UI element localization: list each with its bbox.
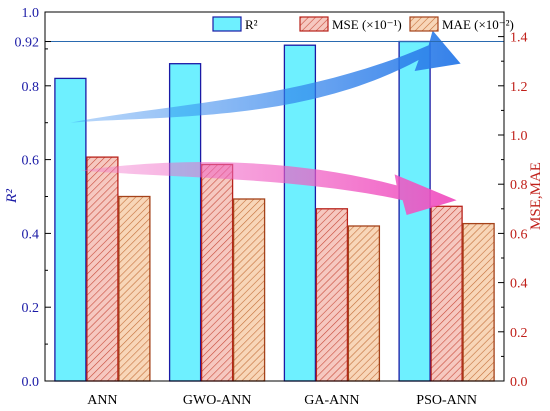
x-axis: ANN GWO-ANN GA-ANN PSO-ANN <box>87 393 477 408</box>
right-tick-label: 1.2 <box>510 80 528 95</box>
left-axis: 0.0 0.2 0.4 0.6 0.8 1.0 0.92 <box>15 6 51 390</box>
bar-mse-ann <box>86 156 119 382</box>
left-tick-label-extra: 0.92 <box>15 36 40 51</box>
trend-arrows <box>70 30 461 215</box>
x-tick-label: GWO-ANN <box>183 393 251 408</box>
bar-mae-ga-ann <box>347 225 381 382</box>
right-tick-label: 0.2 <box>510 326 528 341</box>
bar-mse-ga-ann <box>315 208 349 382</box>
right-tick-label: 0.4 <box>510 277 528 292</box>
left-tick-label: 0.0 <box>22 375 40 390</box>
right-tick-label: 0.8 <box>510 178 528 193</box>
left-tick-label: 0.8 <box>22 80 40 95</box>
bars <box>54 40 495 382</box>
left-axis-title: R² <box>4 189 20 204</box>
left-tick-label: 1.0 <box>22 6 40 21</box>
right-tick-label: 1.0 <box>510 129 528 144</box>
right-tick-label: 0.6 <box>510 227 528 242</box>
bar-mae-gwo-ann <box>232 198 266 382</box>
legend-label: MAE (×10⁻²) <box>442 17 514 32</box>
legend-swatch <box>299 16 329 32</box>
left-tick-label: 0.2 <box>22 301 40 316</box>
right-axis-title: MSE,MAE <box>528 162 544 230</box>
left-tick-label: 0.4 <box>22 227 40 242</box>
right-tick-label: 1.4 <box>510 31 528 46</box>
right-tick-label: 0.0 <box>510 375 528 390</box>
legend: R² MSE (×10⁻¹) MAE (×10⁻²) <box>212 16 514 32</box>
trend-arrow-mse <box>80 162 457 215</box>
right-axis: 0.0 0.2 0.4 0.6 0.8 1.0 1.2 1.4 <box>498 11 528 390</box>
bar-mse-gwo-ann <box>200 163 234 382</box>
legend-label: MSE (×10⁻¹) <box>332 17 402 32</box>
trend-arrow-r2 <box>70 30 461 123</box>
bar-mse-pso-ann <box>430 205 463 382</box>
legend-swatch <box>409 16 439 32</box>
legend-label: R² <box>245 17 258 32</box>
bar-mae-ann <box>118 195 151 382</box>
x-tick-label: GA-ANN <box>304 393 359 408</box>
left-tick-label: 0.6 <box>22 154 40 169</box>
x-tick-label: PSO-ANN <box>416 393 477 408</box>
x-tick-label: ANN <box>87 393 117 408</box>
bar-mae-pso-ann <box>462 222 495 382</box>
bar-r2-ann <box>54 77 87 382</box>
legend-swatch <box>212 16 242 32</box>
